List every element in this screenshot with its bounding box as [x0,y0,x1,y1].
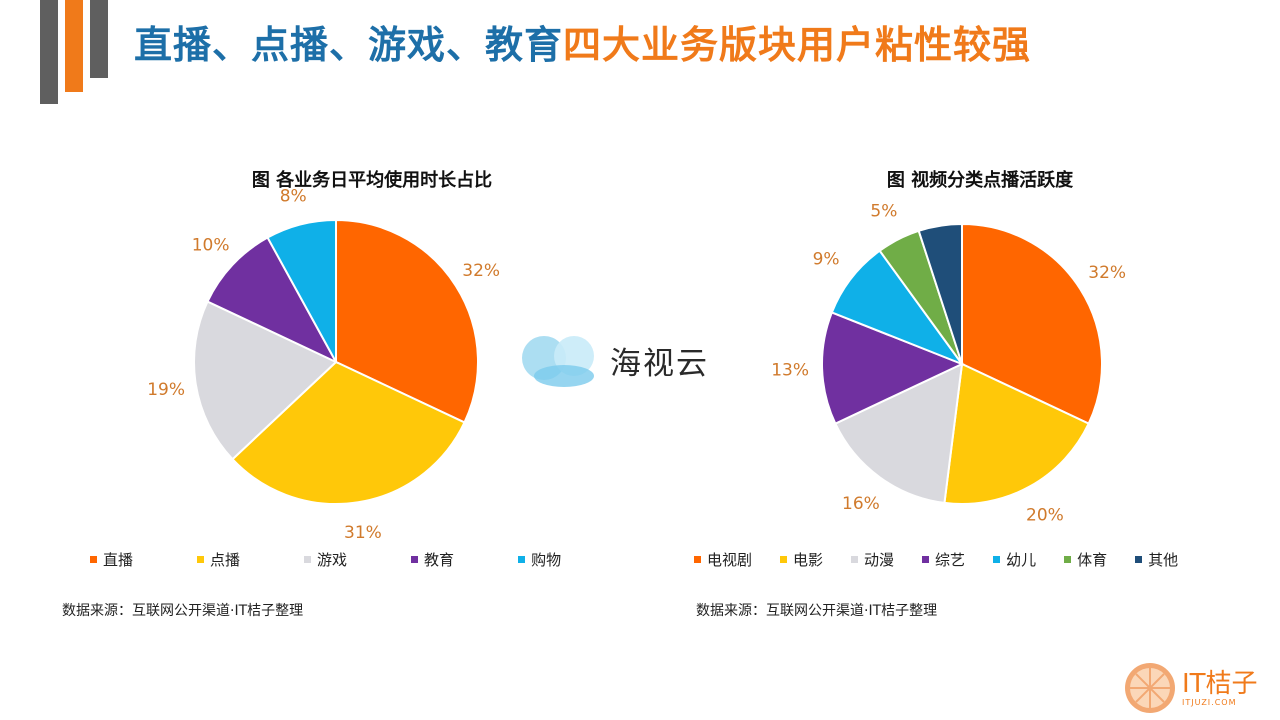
chart1-legend-label-1: 点播 [210,551,241,569]
chart1-data-label-1: 31% [344,523,382,543]
chart2-data-label-2: 16% [842,494,880,514]
chart1-data-label-4: 8% [280,186,307,206]
chart2-legend-label-2: 动漫 [864,551,895,569]
chart2-legend: 电视剧 电影 动漫 综艺 幼儿 体育 其他 [694,549,1206,570]
chart1-slice-3 [206,236,339,365]
chart1-legend-label-3: 教育 [424,551,455,569]
chart2-slice-1 [943,362,1091,505]
chart2-data-label-3: 13% [771,360,809,380]
chart1-slice-2 [193,300,338,461]
center-logo-text: 海视云 [610,345,709,382]
chart1-legend-swatch-4 [518,556,526,563]
chart2-legend-swatch-6 [1135,556,1143,563]
chart1-legend-item-1: 点播 [197,549,240,570]
chart1-legend-label-2: 游戏 [317,551,348,569]
chart2-legend-item-1: 电影 [780,549,823,570]
chart1-legend-swatch-2 [304,556,312,563]
chart2-legend-label-3: 综艺 [935,551,966,569]
chart1-legend-swatch-1 [197,556,205,563]
chart2-data-label-4: 9% [813,250,840,270]
chart1-legend-item-2: 游戏 [304,549,347,570]
chart1-title: 图 各业务日平均使用时长占比 [251,170,493,191]
chart1-legend-label-4: 购物 [531,551,562,569]
chart2-data-label-5: 5% [870,202,897,222]
chart2-slice-6 [917,222,963,365]
chart2-slice-3 [821,311,965,425]
chart2-legend-swatch-4 [993,556,1001,563]
chart1-legend: 直播 点播 游戏 教育 购物 [90,549,625,570]
chart2-legend-item-5: 体育 [1064,549,1107,570]
haishiyun-logo: 海视云 [520,330,709,390]
chart1-legend-item-0: 直播 [90,549,133,570]
chart2-legend-label-6: 其他 [1148,551,1179,569]
chart2-slice-2 [833,362,964,505]
chart2-legend-label-5: 体育 [1077,551,1108,569]
chart2-source: 数据来源：互联网公开渠道·IT桔子整理 [696,603,938,619]
chart2-legend-item-6: 其他 [1135,549,1178,570]
chart2-legend-swatch-0 [694,556,701,563]
chart1-data-label-2: 19% [147,380,185,400]
chart2-legend-label-4: 幼儿 [1006,551,1037,569]
chart1-source: 数据来源：互联网公开渠道·IT桔子整理 [62,603,304,619]
corner-logo-subtext: ITJUZI.COM [1182,697,1237,707]
chart1-slice-4 [266,218,337,363]
page-title-part2: 四大业务版块用户粘性较强 [563,23,1032,67]
chart2-slice-0 [961,222,1103,425]
chart1-legend-swatch-0 [90,556,97,563]
chart2-legend-swatch-3 [922,556,930,563]
chart2-data-label-0: 32% [1088,263,1126,283]
chart1-legend-swatch-3 [411,556,419,563]
chart2-legend-item-0: 电视剧 [694,549,752,570]
chart2-legend-label-1: 电影 [793,551,824,569]
chart1-legend-item-4: 购物 [518,549,561,570]
page-title-part1: 直播、点播、游戏、教育 [134,23,564,67]
chart1-slice-1 [231,360,466,505]
chart2-legend-swatch-1 [780,556,788,563]
chart2-legend-label-0: 电视剧 [707,551,753,569]
decor-bar-gray-1 [40,0,58,104]
chart1-legend-item-3: 教育 [411,549,454,570]
chart2-legend-swatch-2 [851,556,859,563]
chart2-legend-item-2: 动漫 [851,549,894,570]
chart1-data-label-0: 32% [462,261,500,281]
chart1-slice-0 [335,218,479,424]
chart2-data-label-1: 20% [1026,506,1064,526]
chart2-legend-swatch-5 [1064,556,1072,563]
orange-slice-icon [1125,663,1175,713]
itjuzi-logo: IT桔子 ITJUZI.COM [1124,662,1258,714]
chart2-title: 图 视频分类点播活跃度 [886,170,1074,191]
chart2-legend-item-4: 幼儿 [993,549,1036,570]
page-title: 直播、点播、游戏、教育四大业务版块用户粘性较强 [134,14,1031,69]
chart1-pie: 32% 31% 19% 10% 8% [147,186,500,543]
chart1-data-label-3: 10% [192,235,230,255]
chart2-legend-item-3: 综艺 [922,549,965,570]
chart2-slice-4 [830,249,965,367]
decor-bar-gray-2 [90,0,108,78]
corner-logo-text: IT桔子 [1182,668,1258,699]
chart1-legend-label-0: 直播 [103,551,134,569]
cloud-icon [522,336,594,387]
decor-bar-orange [65,0,83,92]
chart2-pie: 32% 20% 16% 13% 9% 5% [771,202,1126,526]
